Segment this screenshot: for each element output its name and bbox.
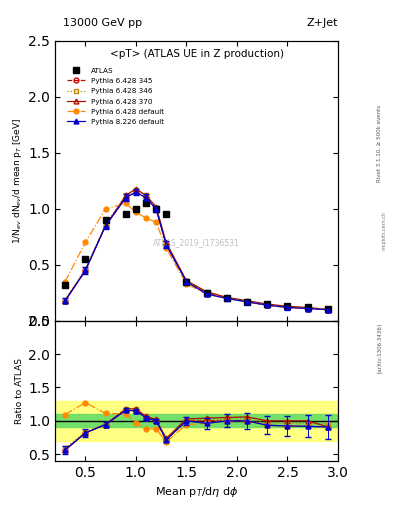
Text: ATLAS_2019_I1736531: ATLAS_2019_I1736531: [153, 238, 240, 247]
Text: 13000 GeV pp: 13000 GeV pp: [63, 18, 142, 28]
Legend: ATLAS, Pythia 6.428 345, Pythia 6.428 346, Pythia 6.428 370, Pythia 6.428 defaul: ATLAS, Pythia 6.428 345, Pythia 6.428 34…: [64, 64, 167, 128]
Text: <pT> (ATLAS UE in Z production): <pT> (ATLAS UE in Z production): [110, 49, 283, 59]
Y-axis label: Ratio to ATLAS: Ratio to ATLAS: [15, 358, 24, 424]
X-axis label: Mean p$_T$/d$\eta$ d$\phi$: Mean p$_T$/d$\eta$ d$\phi$: [155, 485, 238, 499]
Text: [arXiv:1306.3436]: [arXiv:1306.3436]: [377, 323, 382, 373]
Y-axis label: 1/N$_{ev}$ dN$_{ev}$/d mean p$_T$ [GeV]: 1/N$_{ev}$ dN$_{ev}$/d mean p$_T$ [GeV]: [11, 118, 24, 244]
Text: Rivet 3.1.10, ≥ 500k events: Rivet 3.1.10, ≥ 500k events: [377, 105, 382, 182]
Text: Z+Jet: Z+Jet: [307, 18, 338, 28]
Text: mcplots.cern.ch: mcplots.cern.ch: [382, 211, 387, 250]
